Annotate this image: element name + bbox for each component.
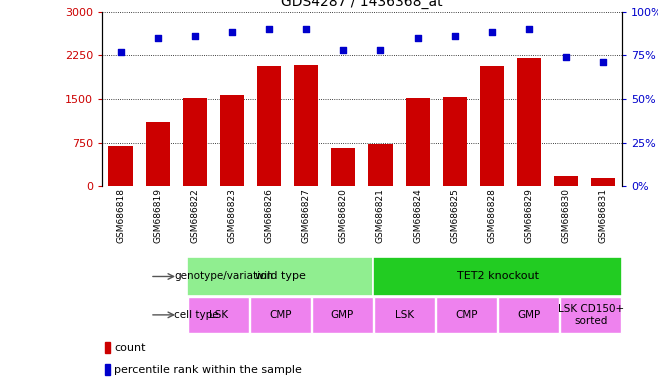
Point bbox=[153, 35, 163, 41]
Text: TET2 knockout: TET2 knockout bbox=[457, 271, 539, 281]
Bar bbox=[294, 65, 318, 186]
Bar bbox=[554, 176, 578, 186]
Point bbox=[301, 26, 311, 32]
Text: LSK CD150+
sorted: LSK CD150+ sorted bbox=[558, 304, 624, 326]
Text: GSM686831: GSM686831 bbox=[599, 189, 608, 243]
Point bbox=[598, 59, 609, 65]
Text: GSM686818: GSM686818 bbox=[116, 189, 125, 243]
Bar bbox=[498, 297, 559, 333]
Title: GDS4287 / 1436368_at: GDS4287 / 1436368_at bbox=[281, 0, 443, 9]
Bar bbox=[250, 297, 311, 333]
Point bbox=[449, 33, 460, 39]
Bar bbox=[331, 148, 355, 186]
Text: GSM686830: GSM686830 bbox=[562, 189, 570, 243]
Bar bbox=[443, 96, 467, 186]
Bar bbox=[105, 342, 110, 353]
Text: genotype/variation: genotype/variation bbox=[174, 271, 274, 281]
Bar bbox=[257, 66, 281, 186]
Text: percentile rank within the sample: percentile rank within the sample bbox=[114, 364, 302, 374]
Text: GSM686827: GSM686827 bbox=[302, 189, 311, 243]
Text: count: count bbox=[114, 343, 146, 353]
Point bbox=[115, 49, 126, 55]
Point bbox=[413, 35, 423, 41]
Point bbox=[226, 30, 237, 36]
Text: GSM686823: GSM686823 bbox=[228, 189, 236, 243]
Bar bbox=[517, 58, 541, 186]
Text: GSM686821: GSM686821 bbox=[376, 189, 385, 243]
Text: GSM686828: GSM686828 bbox=[488, 189, 496, 243]
Point bbox=[190, 33, 200, 39]
Text: cell type: cell type bbox=[174, 310, 219, 320]
Text: GSM686826: GSM686826 bbox=[265, 189, 274, 243]
Bar bbox=[405, 98, 430, 186]
Bar bbox=[105, 364, 110, 375]
Text: wild type: wild type bbox=[255, 271, 306, 281]
Point bbox=[338, 47, 349, 53]
Text: GSM686829: GSM686829 bbox=[524, 189, 534, 243]
Bar bbox=[368, 144, 393, 186]
Bar bbox=[480, 66, 504, 186]
Point bbox=[264, 26, 274, 32]
Bar bbox=[220, 95, 244, 186]
Text: GSM686820: GSM686820 bbox=[339, 189, 348, 243]
Point bbox=[561, 54, 571, 60]
Text: CMP: CMP bbox=[269, 310, 291, 320]
Text: GSM686824: GSM686824 bbox=[413, 189, 422, 243]
Point bbox=[486, 30, 497, 36]
Bar bbox=[109, 146, 133, 186]
Bar bbox=[591, 178, 615, 186]
Text: LSK: LSK bbox=[209, 310, 228, 320]
Bar bbox=[188, 257, 374, 296]
Text: LSK: LSK bbox=[395, 310, 414, 320]
Bar bbox=[374, 257, 622, 296]
Text: GMP: GMP bbox=[517, 310, 540, 320]
Bar bbox=[183, 98, 207, 186]
Bar bbox=[561, 297, 621, 333]
Text: GSM686825: GSM686825 bbox=[450, 189, 459, 243]
Bar bbox=[145, 122, 170, 186]
Text: GMP: GMP bbox=[331, 310, 354, 320]
Bar bbox=[188, 297, 249, 333]
Bar bbox=[374, 297, 435, 333]
Text: GSM686819: GSM686819 bbox=[153, 189, 162, 243]
Text: GSM686822: GSM686822 bbox=[190, 189, 199, 243]
Bar bbox=[312, 297, 373, 333]
Point bbox=[375, 47, 386, 53]
Text: CMP: CMP bbox=[455, 310, 478, 320]
Bar bbox=[436, 297, 497, 333]
Point bbox=[524, 26, 534, 32]
